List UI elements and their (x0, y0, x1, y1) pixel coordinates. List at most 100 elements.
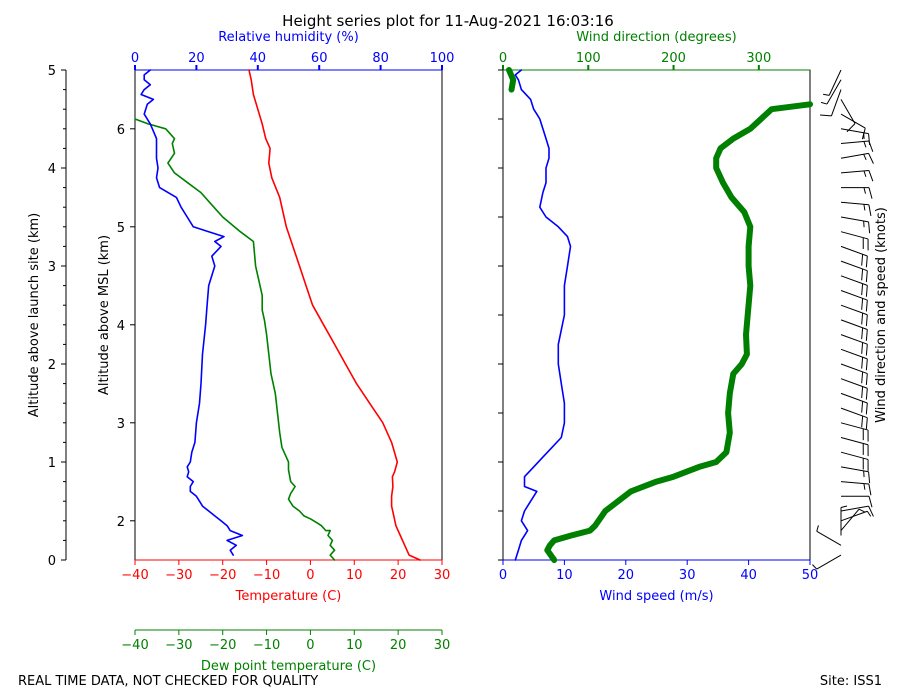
wind-speed-tick-label: 20 (618, 568, 635, 583)
humidity-axis-label: Relative humidity (%) (218, 30, 359, 45)
wind-barb-half-flag (863, 187, 866, 194)
wind-direction-line (506, 67, 517, 93)
outer-altitude-axis-label: Altitude above launch site (km) (27, 213, 42, 417)
wind-barb-half-flag (858, 508, 865, 513)
wind-barb-flag (861, 298, 864, 310)
wind-barb-staff (840, 437, 869, 446)
wind-speed-tick-label: 0 (499, 568, 507, 583)
wind-barb-staff (840, 422, 869, 431)
wind-barb-staff (840, 99, 856, 124)
thermo-panel-frame (134, 69, 443, 561)
wind-direction-tick-label: 0 (499, 51, 507, 66)
wind-barb-flag (861, 127, 866, 140)
inner-altitude-tick-label: 6 (117, 123, 125, 138)
humidity-tick-label: 20 (188, 51, 205, 66)
wind-barb-flag (865, 358, 868, 371)
outer-altitude-tick-label: 2 (48, 358, 56, 373)
wind-direction-tick-label: 200 (661, 51, 686, 66)
wind-barb-staff (840, 392, 868, 404)
wind-barb-flag (861, 313, 864, 325)
wind-barb-staff (840, 363, 868, 375)
footer-disclaimer: REAL TIME DATA, NOT CHECKED FOR QUALITY (18, 674, 319, 689)
wind-barb-staff (840, 231, 869, 240)
temperature-tick-label: 20 (390, 568, 407, 583)
footer-site: Site: ISS1 (819, 674, 882, 689)
wind-barb-staff (840, 275, 868, 286)
wind-barb-flag (868, 483, 872, 496)
wind-barb-flag (868, 471, 871, 484)
wind-barb-staff (840, 508, 860, 531)
wind-barb-staff (828, 69, 842, 96)
wind-barb-flag (865, 270, 868, 283)
wind-speed-tick-label: 30 (679, 568, 696, 583)
outer-altitude-tick-label: 0 (48, 554, 56, 569)
wind-barb-half-flag (812, 564, 818, 570)
humidity-tick-label: 60 (311, 51, 328, 66)
barbs-axis-label: Wind direction and speed (knots) (874, 207, 889, 423)
outer-altitude-tick-label: 4 (48, 162, 56, 177)
wind-speed-tick-label: 40 (740, 568, 757, 583)
plot-series (134, 67, 813, 563)
outer-altitude-tick-label: 5 (48, 64, 56, 79)
wind-barb-flag (865, 373, 868, 385)
wind-barb-flag (846, 123, 856, 133)
wind-barb-flag (868, 505, 874, 517)
wind-barb-staff (830, 89, 842, 117)
axis-ticks: −40 −30 −20 −10 0 10 20 30−40 −30 −20 −10 0 10 20 300 2… (48, 51, 819, 653)
dewpoint-tick-label: 0 (306, 638, 314, 653)
dewpoint-tick-label: 30 (434, 638, 451, 653)
wind-barb-staff (840, 304, 868, 316)
wind-barb-staff (826, 79, 842, 105)
wind-barb-half-flag (840, 505, 848, 508)
wind-barb-flag (865, 300, 868, 312)
wind-barb-staff (840, 348, 868, 360)
wind-barb-flag (820, 114, 832, 117)
wind-panel-frame (502, 69, 811, 561)
wind-speed-tick-label: 10 (556, 568, 573, 583)
wind-barb-staff (840, 378, 868, 389)
wind-barb-flag (861, 254, 864, 266)
outer-altitude-tick-label: 3 (48, 260, 56, 275)
dewpoint-axis-label: Dew point temperature (C) (201, 659, 376, 674)
outer-altitude-tick-label: 1 (48, 456, 56, 471)
wind-barb-half-flag (816, 525, 819, 532)
humidity-line (140, 69, 244, 556)
wind-barb-staff (840, 260, 868, 272)
wind-barb-staff (840, 451, 869, 460)
wind-direction-axis-label: Wind direction (degrees) (576, 30, 736, 45)
dewpoint-tick-label: −10 (253, 638, 280, 653)
wind-direction-tick-label: 100 (576, 51, 601, 66)
wind-barb-staff (816, 554, 842, 570)
figure-title: Height series plot for 11-Aug-2021 16:03… (282, 12, 614, 30)
temperature-tick-label: −10 (253, 568, 280, 583)
wind-barb-flag (865, 329, 868, 341)
wind-barb-flag (861, 386, 864, 398)
wind-barb-flag (868, 133, 871, 146)
wind-barb-staff (840, 481, 869, 485)
humidity-tick-label: 0 (131, 51, 139, 66)
dewpoint-tick-label: −20 (209, 638, 236, 653)
wind-barb-half-flag (863, 204, 866, 211)
wind-barb-flag (868, 153, 874, 164)
wind-barb-half-flag (863, 154, 867, 161)
wind-barb-staff (840, 319, 868, 330)
temperature-tick-label: −40 (121, 568, 148, 583)
temperature-axis-label: Temperature (C) (235, 589, 342, 604)
wind-barb-flag (868, 496, 873, 508)
temperature-tick-label: −30 (165, 568, 192, 583)
wind-barb-flag (861, 342, 864, 354)
wind-barb-staff (840, 510, 868, 522)
wind-barb-flag (865, 402, 868, 415)
wind-speed-tick-label: 50 (802, 568, 819, 583)
wind-barb-staff (840, 216, 869, 223)
wind-barbs (812, 69, 874, 570)
wind-barb-staff (816, 530, 842, 546)
dewpoint-tick-label: 10 (346, 638, 363, 653)
humidity-tick-label: 100 (430, 51, 455, 66)
wind-barb-flag (868, 221, 871, 234)
dewpoint-tick-label: −40 (121, 638, 148, 653)
temperature-tick-label: 10 (346, 568, 363, 583)
wind-barb-flag (865, 344, 868, 356)
wind-barb-flag (861, 357, 864, 369)
humidity-tick-label: 40 (250, 51, 267, 66)
